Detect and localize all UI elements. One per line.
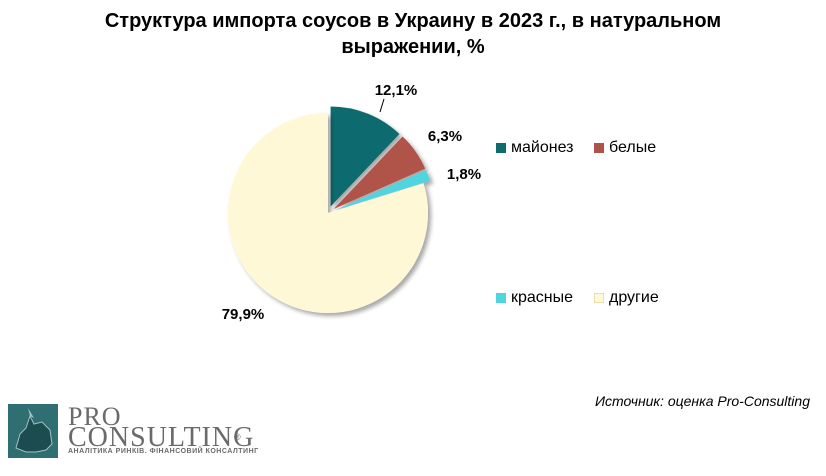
pro-consulting-logo: PRO CONSULTING ® АНАЛІТИКА РИНКІВ. ФІНАН… xyxy=(8,402,268,462)
data-label-white: 6,3% xyxy=(428,128,462,145)
leader-line xyxy=(379,98,385,113)
legend-swatch xyxy=(594,293,604,303)
legend-item-white: белые xyxy=(594,139,656,157)
data-label-other: 79,9% xyxy=(222,306,265,323)
logo-tagline: АНАЛІТИКА РИНКІВ. ФІНАНСОВИЙ КОНСАЛТИНГ xyxy=(68,448,259,455)
logo-consulting-text: CONSULTING xyxy=(68,422,255,453)
legend-item-mayonnaise: майонез xyxy=(496,139,573,157)
legend-item-other: другие xyxy=(594,289,659,307)
legend-label: белые xyxy=(609,139,657,156)
legend-swatch xyxy=(594,143,604,153)
legend-item-red: красные xyxy=(496,289,573,307)
legend-swatch xyxy=(496,143,506,153)
legend-label: другие xyxy=(609,289,659,306)
source-note: Источник: оценка Pro-Consulting xyxy=(595,393,810,409)
chart-title: Структура импорта соусов в Украину в 202… xyxy=(104,10,722,58)
pie-slice-other xyxy=(228,113,428,313)
data-label-mayonnaise: 12,1% xyxy=(375,82,418,99)
logo-pro-text: PRO xyxy=(68,402,122,431)
rhino-logo-icon xyxy=(8,404,58,458)
logo-registered-mark: ® xyxy=(234,432,241,442)
pie-slice-mayonnaise xyxy=(330,106,400,207)
legend-swatch xyxy=(496,293,506,303)
legend-label: красные xyxy=(511,289,574,306)
legend-label: майонез xyxy=(511,139,574,156)
data-label-red: 1,8% xyxy=(447,166,481,183)
pie-slice-red xyxy=(334,170,431,211)
pie-slice-white xyxy=(333,136,426,209)
